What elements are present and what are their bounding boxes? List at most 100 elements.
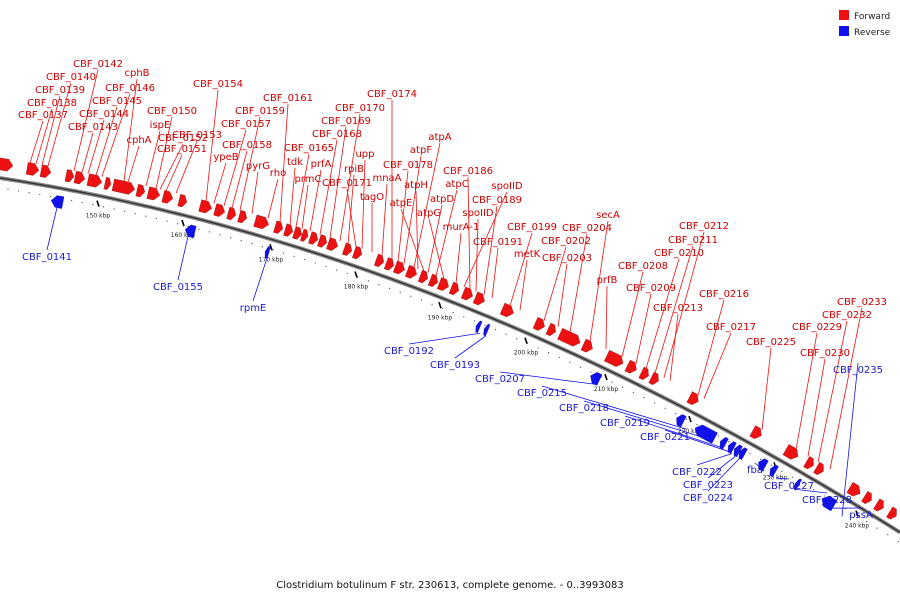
minor-tick bbox=[7, 188, 9, 190]
gene-label: pssA bbox=[849, 510, 873, 521]
forward-gene-glyph bbox=[580, 338, 593, 353]
gene-label: CBF_0218 bbox=[559, 403, 609, 414]
gene-leader-line bbox=[491, 247, 499, 299]
gene-leader-line bbox=[47, 82, 72, 167]
minor-tick bbox=[558, 356, 560, 359]
major-tick bbox=[604, 373, 608, 381]
gene-leader-line bbox=[543, 246, 567, 321]
gene-leader-line bbox=[175, 140, 198, 194]
forward-gene-glyph bbox=[686, 391, 699, 405]
gene-leader-line bbox=[155, 116, 173, 189]
forward-gene-glyph bbox=[417, 269, 428, 284]
gene-label: CBF_0215 bbox=[517, 388, 567, 399]
gene-label: CBF_0143 bbox=[68, 122, 118, 133]
forward-gene-glyph bbox=[638, 366, 649, 380]
gene-label: atpA bbox=[428, 132, 451, 143]
forward-gene-glyph bbox=[861, 490, 872, 504]
minor-tick bbox=[304, 259, 306, 261]
gene-label: CBF_0178 bbox=[383, 160, 433, 171]
forward-gene-glyph bbox=[557, 328, 581, 347]
minor-tick bbox=[473, 320, 475, 322]
gene-label: CBF_0171 bbox=[322, 178, 372, 189]
minor-tick bbox=[601, 376, 603, 378]
gene-label: CBF_0209 bbox=[626, 283, 676, 294]
forward-gene-glyph bbox=[374, 253, 384, 267]
minor-tick bbox=[28, 192, 30, 194]
gene-label: CBF_0233 bbox=[837, 297, 887, 308]
forward-gene-glyph bbox=[177, 194, 188, 208]
minor-tick bbox=[166, 220, 168, 222]
gene-leader-line bbox=[645, 258, 680, 369]
gene-leader-line bbox=[81, 132, 94, 173]
minor-tick bbox=[770, 464, 772, 466]
gene-leader-line bbox=[483, 205, 498, 295]
kbp-tick-label: 190 kbp bbox=[428, 314, 453, 321]
minor-tick bbox=[251, 243, 253, 245]
kbp-tick-label: 220 kbp bbox=[678, 428, 703, 435]
minor-tick bbox=[643, 397, 645, 399]
forward-gene-glyph bbox=[198, 199, 212, 214]
gene-leader-line bbox=[223, 129, 247, 206]
minor-tick bbox=[336, 269, 338, 271]
reverse-gene-glyph bbox=[483, 323, 491, 337]
gene-label: atpH bbox=[404, 180, 428, 191]
gene-leader-line bbox=[707, 457, 741, 492]
kbp-tick-label: 230 kbp bbox=[763, 474, 788, 481]
gene-label: CBF_0223 bbox=[683, 480, 733, 491]
gene-leader-line bbox=[413, 142, 441, 268]
minor-tick bbox=[526, 342, 529, 344]
forward-gene-glyph bbox=[317, 234, 327, 248]
gene-leader-line bbox=[239, 116, 261, 211]
gene-label: secA bbox=[596, 210, 620, 221]
forward-gene-glyph bbox=[283, 223, 293, 237]
forward-gene-glyph bbox=[648, 371, 659, 385]
legend-forward-swatch bbox=[839, 10, 849, 20]
reverse-gene-glyph bbox=[733, 444, 743, 458]
gene-leader-line bbox=[361, 159, 366, 249]
gene-label: metK bbox=[514, 249, 541, 260]
kbp-tick-label: 170 kbp bbox=[259, 256, 284, 263]
minor-tick bbox=[230, 237, 232, 239]
backbone-line bbox=[0, 177, 900, 533]
gene-leader-line bbox=[635, 293, 652, 364]
forward-gene-glyph bbox=[604, 349, 624, 367]
gene-label: CBF_0217 bbox=[706, 322, 756, 333]
gene-label: atpE bbox=[390, 198, 413, 209]
forward-gene-glyph bbox=[352, 246, 362, 260]
gene-label: CBF_0216 bbox=[699, 289, 749, 300]
minor-tick bbox=[791, 476, 794, 478]
minor-tick bbox=[420, 299, 422, 301]
gene-leader-line bbox=[319, 139, 338, 235]
minor-tick bbox=[39, 193, 41, 196]
gene-leader-line bbox=[664, 429, 729, 452]
gene-label: CBF_0142 bbox=[73, 59, 123, 70]
minor-tick bbox=[18, 190, 20, 192]
gene-label: CBF_0155 bbox=[153, 282, 203, 293]
gene-label: CBF_0137 bbox=[18, 110, 68, 121]
minor-tick bbox=[102, 206, 104, 208]
gene-leader-line bbox=[29, 120, 44, 163]
gene-label: ispE bbox=[150, 120, 171, 131]
gene-label: spoIID bbox=[462, 208, 494, 219]
minor-tick bbox=[802, 482, 804, 485]
minor-tick bbox=[717, 435, 719, 437]
reverse-gene-glyph bbox=[264, 246, 271, 259]
gene-leader-line bbox=[829, 307, 863, 470]
gene-label: CBF_0153 bbox=[172, 130, 222, 141]
gene-label: fba bbox=[747, 465, 763, 476]
gene-label: tdk bbox=[287, 157, 303, 168]
gene-label: CBF_0165 bbox=[284, 143, 334, 154]
forward-gene-glyph bbox=[135, 184, 146, 198]
gene-leader-line bbox=[415, 190, 419, 269]
gene-label: murA-1 bbox=[443, 222, 480, 233]
minor-tick bbox=[272, 249, 274, 251]
major-tick bbox=[524, 337, 528, 344]
gene-label: CBF_0154 bbox=[193, 79, 243, 90]
gene-label: CBF_0202 bbox=[541, 236, 591, 247]
gene-label: CBF_0159 bbox=[235, 106, 285, 117]
gene-leader-line bbox=[467, 176, 471, 290]
gene-label: CBF_0230 bbox=[800, 348, 850, 359]
minor-tick bbox=[431, 303, 433, 305]
kbp-tick-label: 200 kbp bbox=[514, 350, 539, 357]
forward-gene-glyph bbox=[0, 157, 14, 172]
